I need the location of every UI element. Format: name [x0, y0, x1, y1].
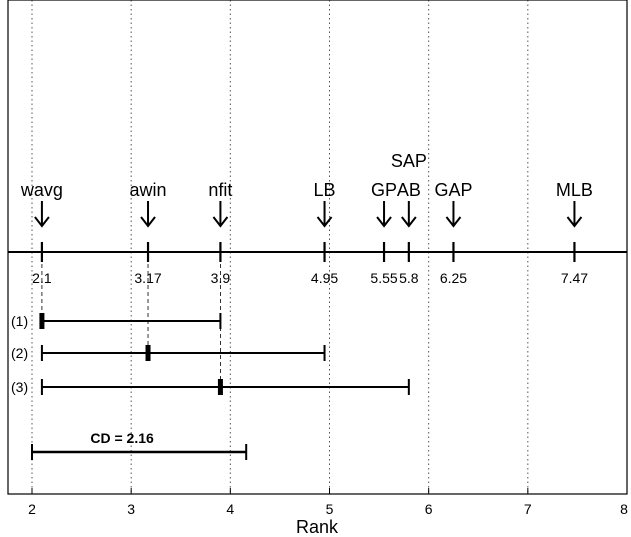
- x-tick-label: 2: [28, 501, 36, 517]
- x-axis-label: Rank: [296, 517, 339, 537]
- x-axis-ticks: 2 3 4 5 6 7 8: [28, 488, 628, 517]
- rank-value-label: 5.55: [370, 270, 397, 286]
- method-label-LB: LB: [314, 180, 336, 200]
- interval-marker: [217, 379, 223, 395]
- method-label-GAP: GAP: [434, 180, 472, 200]
- method-label-nfit: nfit: [208, 180, 232, 200]
- method-label-wavg: wavg: [20, 180, 63, 200]
- arrow-head-LB: [316, 216, 333, 228]
- method-label-AB: AB: [397, 180, 421, 200]
- method-label-awin: awin: [130, 180, 167, 200]
- interval-label: (1): [11, 313, 28, 329]
- arrow-head-nfit: [212, 216, 229, 228]
- arrow-head-AB: [401, 216, 417, 228]
- plot-frame: [7, 0, 628, 495]
- x-tick-label: 6: [425, 501, 433, 517]
- rank-value-label: 7.47: [561, 270, 588, 286]
- x-tick-label: 7: [524, 501, 532, 517]
- interval-label: (2): [11, 345, 28, 361]
- x-tick-label: 4: [226, 501, 234, 517]
- x-tick-label: 8: [620, 501, 628, 517]
- rank-value-label: 5.8: [399, 270, 419, 286]
- x-tick-label: 3: [127, 501, 135, 517]
- arrow-head-awin: [140, 216, 156, 228]
- rank-value-label: 4.95: [311, 270, 338, 286]
- interval-marker: [39, 313, 45, 329]
- arrow-head-MLB: [566, 216, 583, 228]
- arrow-head-wavg: [34, 216, 50, 228]
- arrow-head-GAP: [445, 216, 462, 228]
- method-marks: wavg2.1awin3.17nfit3.9LB4.95GP5.55AB5.8G…: [11, 151, 593, 460]
- grid-lines: [31, 0, 529, 494]
- method-label-MLB: MLB: [556, 180, 593, 200]
- rank-value-label: 6.25: [440, 270, 467, 286]
- method-label-GP: GP: [371, 180, 397, 200]
- interval-marker: [145, 345, 151, 361]
- x-tick-label: 5: [326, 501, 334, 517]
- method-label-sap: SAP: [391, 151, 427, 171]
- interval-label: (3): [11, 379, 28, 395]
- arrow-head-GP: [376, 216, 392, 228]
- cd-label: CD = 2.16: [90, 430, 154, 446]
